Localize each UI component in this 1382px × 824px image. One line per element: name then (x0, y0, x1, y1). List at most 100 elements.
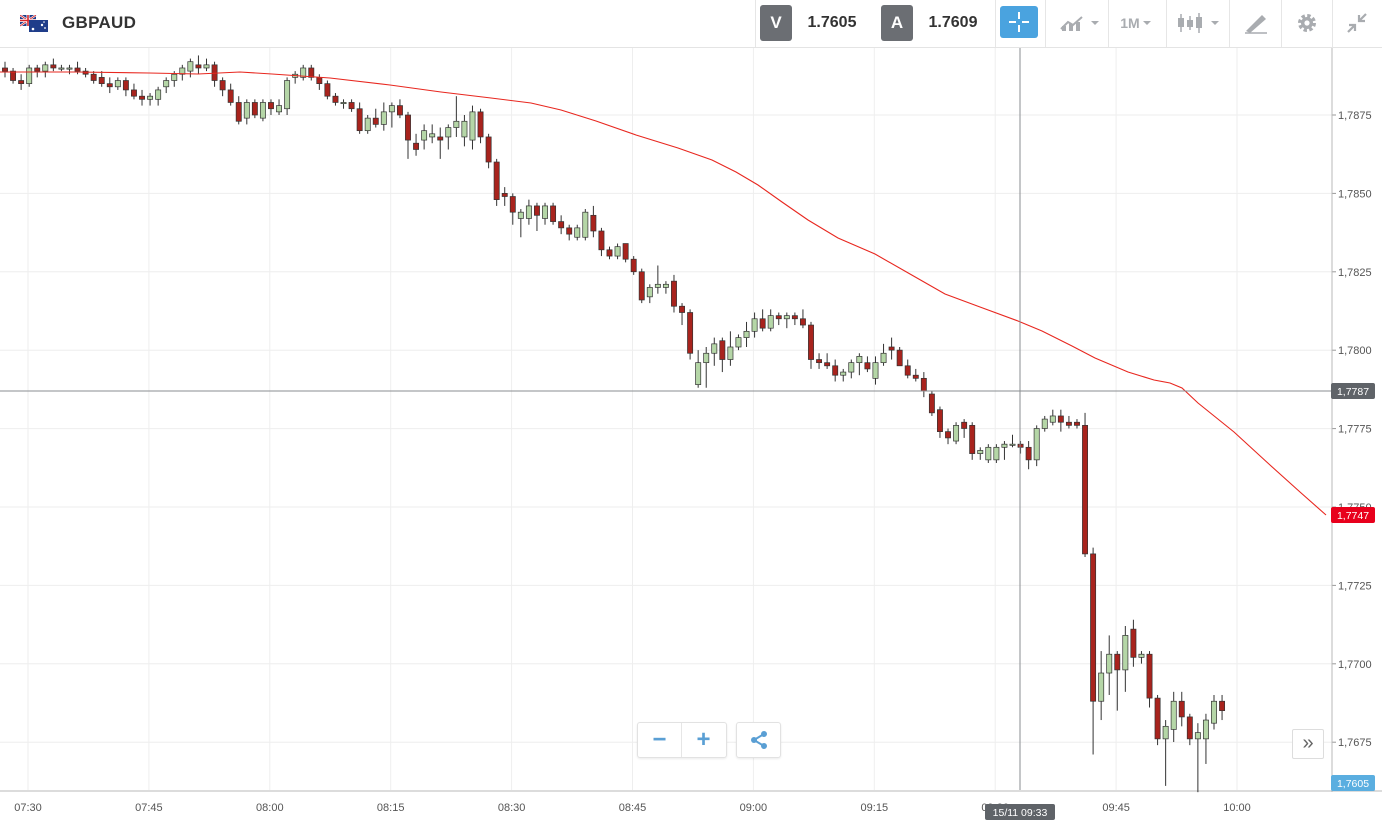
x-tick-label: 09:00 (740, 802, 768, 814)
candle-up (243, 102, 250, 119)
candle-up (469, 111, 476, 141)
collapse-button[interactable] (1338, 5, 1376, 41)
candle-down (316, 77, 323, 84)
candle-up (445, 127, 452, 138)
candle-up (582, 211, 589, 238)
candle-down (1065, 421, 1072, 426)
candle-up (646, 287, 653, 298)
candle-down (808, 324, 814, 360)
candle-down (590, 214, 597, 232)
gear-icon (1298, 14, 1316, 32)
settings-button[interactable] (1287, 5, 1327, 41)
candle-down (348, 102, 355, 110)
candle-down (405, 114, 411, 141)
candle-up (767, 315, 774, 329)
x-tick-label: 09:45 (1102, 802, 1130, 814)
candle-up (421, 130, 428, 141)
candle-up (517, 211, 524, 219)
candle-up (114, 80, 121, 88)
candle-down (308, 67, 315, 78)
sell-price: 1.7605 (807, 14, 857, 31)
candle-down (679, 305, 685, 313)
candle-down (18, 80, 25, 84)
candle-down (1025, 446, 1032, 461)
crosshair-tool-button[interactable] (1000, 6, 1038, 38)
candle-up (163, 80, 170, 88)
candle-up (1041, 418, 1048, 429)
candle-up (880, 352, 887, 364)
candle-down (356, 108, 363, 132)
candle-up (388, 105, 395, 113)
candle-down (122, 80, 129, 91)
timeframe-label: 1M (1120, 15, 1140, 31)
toolbar-divider (1108, 0, 1109, 47)
timeframe-button[interactable]: 1M (1112, 5, 1162, 41)
candle-down (219, 80, 226, 91)
share-button[interactable] (737, 723, 780, 757)
sell-quote-button[interactable]: V 1.7605 (760, 5, 872, 41)
candle-up (58, 67, 65, 70)
candle-up (66, 67, 73, 70)
toolbar-divider (755, 0, 756, 47)
moving-average-price-tag-bg (1331, 507, 1375, 523)
candle-up (751, 318, 758, 332)
candle-down (493, 161, 500, 200)
zoom-in-button[interactable]: + (696, 726, 711, 753)
candle-down (904, 365, 911, 376)
share-icon (750, 731, 767, 749)
candle-down (509, 196, 516, 213)
candle-down (1017, 443, 1024, 448)
candle-up (953, 425, 960, 442)
candle-up (1170, 700, 1177, 730)
scroll-to-latest-button[interactable]: » (1292, 729, 1324, 759)
candle-down (10, 70, 17, 81)
x-tick-label: 08:00 (256, 802, 284, 814)
candle-down (719, 340, 726, 360)
candle-up (1194, 732, 1201, 740)
toolbar-divider (1332, 0, 1333, 47)
indicators-button[interactable] (1055, 5, 1105, 41)
toolbar-divider (995, 0, 996, 47)
x-tick-label: 08:15 (377, 802, 405, 814)
candle-down (775, 315, 782, 320)
candle-down (606, 249, 613, 257)
crosshair-price-tag-bg (1331, 383, 1375, 399)
gbp-aud-flag-icon (20, 15, 48, 32)
candle-down (630, 258, 637, 273)
candle-up (1098, 672, 1105, 702)
candle-down (864, 362, 871, 370)
candle-down (799, 318, 806, 326)
price-chart[interactable]: 1,78751,78501,78251,78001,77751,77501,77… (0, 48, 1382, 824)
moving-average-price-tag: 1,7747 (1337, 510, 1369, 522)
toolbar: GBPAUD V 1.7605 A 1.7609 1M (0, 0, 1382, 48)
crosshair-time-tag-bg (985, 804, 1055, 820)
drawing-tools-button[interactable] (1236, 5, 1276, 41)
candle-down (969, 425, 976, 454)
buy-quote-button[interactable]: A 1.7609 (881, 5, 993, 41)
candle-up (711, 343, 718, 354)
candle-down (598, 230, 605, 251)
candle-down (1090, 553, 1097, 702)
candle-down (1082, 425, 1088, 555)
candle-down (106, 83, 113, 88)
candle-up (1001, 443, 1008, 448)
candle-down (920, 377, 927, 392)
crosshair-price-tag: 1,7787 (1337, 386, 1369, 398)
candle-up (783, 315, 790, 320)
y-tick-label: 1,7675 (1338, 737, 1372, 749)
chart-type-button[interactable] (1172, 5, 1226, 41)
candle-down (50, 64, 57, 69)
candle-down (268, 102, 274, 110)
zoom-out-button[interactable]: − (638, 723, 682, 757)
candle-up (1138, 653, 1145, 658)
candle-down (1057, 415, 1064, 423)
candle-up (284, 80, 291, 110)
candle-up (147, 95, 154, 100)
candle-down (413, 142, 420, 150)
candle-down (2, 67, 8, 72)
candle-down (437, 136, 444, 141)
candle-down (227, 89, 234, 103)
y-tick-label: 1,7825 (1338, 267, 1372, 279)
toolbar-divider (1045, 0, 1046, 47)
candle-down (139, 95, 145, 100)
